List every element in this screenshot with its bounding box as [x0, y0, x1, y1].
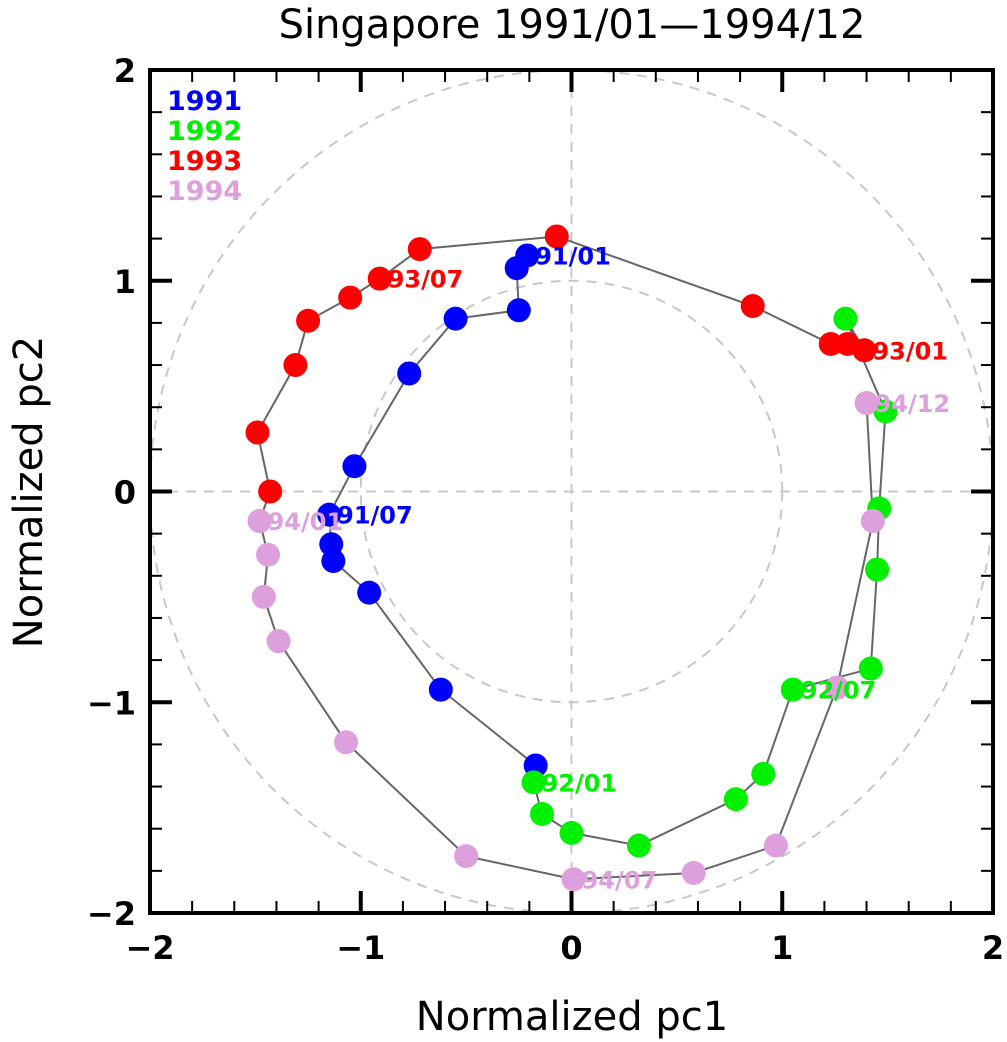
point-label-94-12: 94/12 [875, 390, 951, 418]
chart-title: Singapore 1991/01—1994/12 [279, 2, 866, 48]
point-1992-11 [873, 399, 898, 424]
point-1994-07 [561, 867, 586, 892]
point-1994-02 [256, 542, 281, 567]
point-1992-12 [833, 306, 858, 331]
point-1994-11 [860, 509, 885, 534]
point-1994-01 [247, 509, 272, 534]
point-1993-03 [818, 331, 843, 356]
point-1994-06 [454, 844, 479, 869]
point-1993-11 [245, 420, 270, 445]
x-tick-label: 1 [771, 929, 793, 967]
point-labels: 91/01 91/07 92/01 92/07 93/01 93/07 94/01 94/07… [268, 242, 951, 894]
point-1994-03 [251, 584, 276, 609]
point-label-92-07: 92/07 [801, 677, 877, 705]
y-tick-label: 0 [114, 474, 136, 512]
point-1993-06 [407, 237, 432, 262]
point-1991-06 [342, 454, 367, 479]
grid-layer [150, 70, 993, 913]
point-1991-03 [506, 298, 531, 323]
x-axis-label: Normalized pc1 [416, 994, 728, 1040]
point-1993-10 [283, 353, 308, 378]
point-1993-04 [740, 294, 765, 319]
point-1991-11 [428, 677, 453, 702]
point-1992-05 [723, 787, 748, 812]
point-1993-09 [296, 308, 321, 333]
point-1993-07 [367, 266, 392, 291]
point-1991-07 [317, 502, 342, 527]
point-label-91-01: 91/01 [535, 242, 611, 270]
point-1993-08 [338, 285, 363, 310]
reference-circle-r1 [359, 279, 784, 704]
point-1994-12 [854, 390, 879, 415]
point-label-91-07: 91/07 [337, 502, 413, 530]
axis-ticks [148, 68, 995, 915]
point-1994-05 [333, 730, 358, 755]
point-label-94-07: 94/07 [582, 866, 658, 894]
point-1992-06 [751, 761, 776, 786]
point-1991-09 [321, 549, 346, 574]
tick-labels: −2 −1 0 1 2 −2 −1 0 1 2 [87, 52, 1004, 967]
y-axis-label: Normalized pc2 [6, 336, 52, 648]
y-tick-label: 1 [114, 263, 136, 301]
point-1992-03 [559, 820, 584, 845]
y-tick-label: 2 [114, 52, 136, 90]
point-1992-07 [780, 677, 805, 702]
point-1993-12 [258, 479, 283, 504]
legend-entry-1991: 1991 [167, 86, 242, 117]
point-1991-02 [504, 256, 529, 281]
legend-entry-1993: 1993 [167, 146, 242, 177]
legend-entry-1994: 1994 [167, 176, 242, 207]
legend-entry-1992: 1992 [167, 116, 242, 147]
point-1994-10 [825, 675, 850, 700]
point-1994-04 [266, 629, 291, 654]
point-label-94-01: 94/01 [268, 508, 344, 536]
data-points [245, 224, 898, 892]
y-tick-label: −1 [87, 684, 136, 722]
point-label-92-01: 92/01 [542, 769, 618, 797]
point-1994-09 [763, 833, 788, 858]
point-1991-05 [397, 361, 422, 386]
point-1992-01 [521, 770, 546, 795]
point-1994-08 [681, 860, 706, 885]
point-1992-08 [858, 656, 883, 681]
point-1991-10 [357, 580, 382, 605]
x-tick-label: 0 [560, 929, 582, 967]
point-label-93-01: 93/01 [872, 337, 948, 365]
point-1993-05 [544, 224, 569, 249]
point-1992-04 [626, 833, 651, 858]
point-1992-02 [529, 801, 554, 826]
x-tick-label: −2 [125, 929, 174, 967]
point-1993-02 [835, 331, 860, 356]
y-tick-label: −2 [87, 895, 136, 933]
x-tick-label: 2 [982, 929, 1004, 967]
point-1991-04 [443, 306, 468, 331]
point-1992-09 [865, 557, 890, 582]
point-label-93-07: 93/07 [388, 266, 464, 294]
x-tick-label: −1 [336, 929, 385, 967]
